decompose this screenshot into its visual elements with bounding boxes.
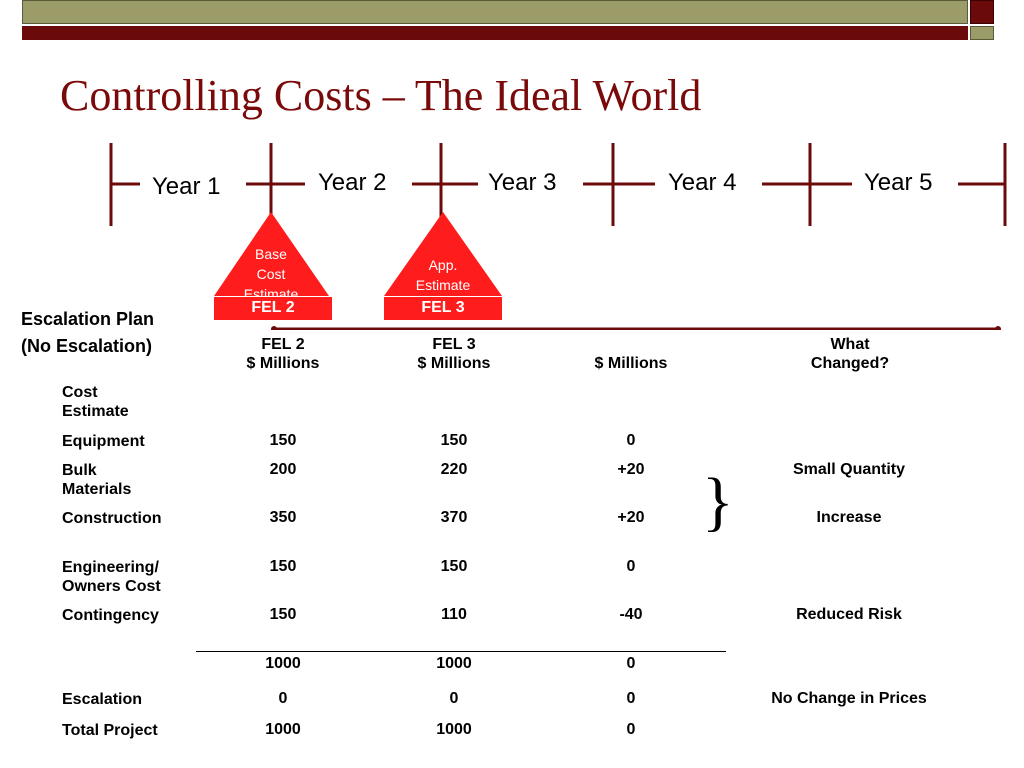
- cell-engineering-diff: 0: [626, 558, 636, 575]
- subtotal-rule: [196, 651, 726, 652]
- slide-title: Controlling Costs – The Ideal World: [60, 71, 702, 120]
- cell-bulk-changed: Small Quantity: [792, 461, 906, 478]
- milestone-fel2-line-1: Base: [255, 246, 287, 262]
- cell-equipment-diff: 0: [626, 432, 636, 449]
- section-label-cost-estimate: Cost Estimate: [62, 383, 182, 421]
- year-label-4: Year 4: [668, 169, 737, 196]
- row-label-construction: Construction: [62, 510, 162, 527]
- timeline-graphic: [109, 143, 1007, 330]
- row-label-equipment: Equipment: [62, 433, 145, 450]
- cell-equipment-fel2: 150: [269, 432, 297, 449]
- section-label-line-1: Cost: [62, 384, 98, 401]
- escalation-plan-label: Escalation Plan (No Escalation): [21, 306, 154, 360]
- col-header-fel3: FEL 3 $ Millions: [394, 335, 514, 373]
- cell-construction-fel3: 370: [440, 509, 468, 526]
- row-label-escalation: Escalation: [62, 691, 143, 708]
- rule-dot-left: [271, 326, 277, 330]
- subtotal-fel2: 1000: [265, 655, 301, 672]
- cell-bulk-diff: +20: [617, 461, 645, 478]
- header-corner-square-maroon: [970, 0, 994, 24]
- cell-bulk-fel2: 200: [269, 461, 297, 478]
- milestone-fel3-box: FEL 3: [384, 296, 502, 320]
- grouping-brace: }: [702, 465, 734, 538]
- cell-total-fel3: 1000: [436, 721, 472, 738]
- milestone-fel3-line-1: App.: [428, 257, 458, 273]
- milestone-triangle-fel2: [214, 212, 329, 296]
- cell-escalation-changed: No Change in Prices: [771, 690, 927, 707]
- rule-dot-right: [995, 326, 1001, 330]
- col-header-changed-line-1: What: [830, 336, 870, 353]
- cell-construction-diff: +20: [617, 509, 645, 526]
- cell-construction-fel2: 350: [269, 509, 297, 526]
- cell-contingency-diff: -40: [619, 606, 643, 623]
- row-label-contingency: Contingency: [62, 607, 159, 624]
- milestone-fel2-label: Base Cost Estimate: [226, 244, 316, 304]
- col-header-changed-line-2: Changed?: [810, 355, 890, 372]
- cell-equipment-fel3: 150: [440, 432, 468, 449]
- col-header-fel2-line-2: $ Millions: [246, 355, 320, 372]
- cell-bulk-fel3: 220: [440, 461, 468, 478]
- col-header-fel2: FEL 2 $ Millions: [223, 335, 343, 373]
- row-label-total-project: Total Project: [62, 722, 158, 739]
- cell-contingency-changed: Reduced Risk: [796, 606, 902, 623]
- section-label-line-2: Estimate: [62, 403, 129, 420]
- col-header-diff: $ Millions: [594, 355, 668, 372]
- cell-construction-changed: Increase: [816, 509, 882, 526]
- row-label-engineering: Engineering/ Owners Cost: [62, 559, 161, 595]
- cell-total-diff: 0: [626, 721, 636, 738]
- row-label-bulk-materials: Bulk Materials: [62, 462, 132, 498]
- cell-escalation-diff: 0: [626, 690, 636, 707]
- cell-escalation-fel2: 0: [278, 690, 288, 707]
- header-olive-bar: [22, 0, 968, 24]
- milestone-fel2-box: FEL 2: [214, 296, 332, 320]
- cell-total-fel2: 1000: [265, 721, 301, 738]
- col-header-fel3-line-2: $ Millions: [417, 355, 491, 372]
- subtotal-diff: 0: [626, 655, 636, 672]
- year-label-3: Year 3: [488, 169, 557, 196]
- milestone-triangle-fel3: [384, 212, 502, 296]
- year-label-5: Year 5: [864, 169, 933, 196]
- cell-engineering-fel2: 150: [269, 558, 297, 575]
- year-label-2: Year 2: [318, 169, 387, 196]
- milestone-fel3-line-2: Estimate: [415, 277, 471, 293]
- header-maroon-bar: [22, 26, 968, 40]
- col-header-fel2-line-1: FEL 2: [261, 336, 305, 353]
- milestone-fel3-label: App. Estimate: [398, 255, 488, 295]
- milestone-fel2-line-2: Cost: [256, 266, 286, 282]
- year-label-1: Year 1: [152, 173, 221, 200]
- col-header-fel3-line-1: FEL 3: [432, 336, 476, 353]
- subtotal-fel3: 1000: [436, 655, 472, 672]
- escalation-plan-line-1: Escalation Plan: [21, 309, 155, 329]
- col-header-changed: What Changed?: [790, 335, 910, 373]
- cell-contingency-fel3: 110: [441, 606, 467, 623]
- header-corner-square-olive: [970, 26, 994, 40]
- cell-escalation-fel3: 0: [449, 690, 459, 707]
- cell-contingency-fel2: 150: [269, 606, 297, 623]
- escalation-plan-line-2: (No Escalation): [21, 336, 153, 356]
- cell-engineering-fel3: 150: [440, 558, 468, 575]
